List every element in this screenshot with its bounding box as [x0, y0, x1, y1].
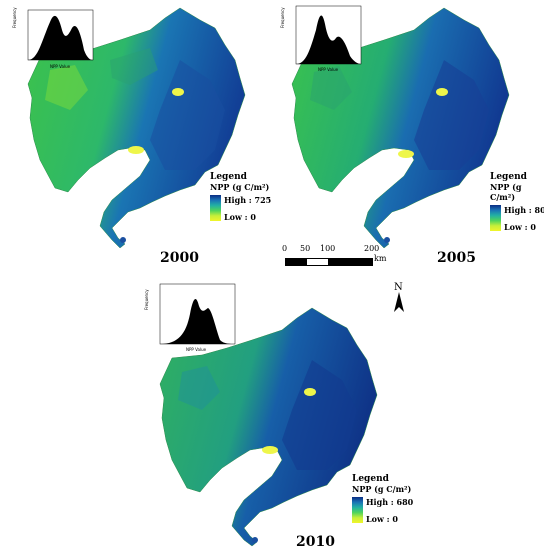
map-panel-2010: Frequency NPP Value Legend NPP (g C/m²) …	[120, 278, 420, 550]
histogram-2005	[296, 15, 361, 65]
legend-title: Legend	[490, 172, 527, 182]
histogram-xlabel: NPP Value	[318, 67, 339, 72]
legend-low: Low : 0	[224, 212, 256, 222]
legend-colorbar	[490, 205, 501, 231]
scale-bar-segments	[285, 258, 373, 266]
legend-title: Legend	[352, 474, 389, 484]
histogram-inset-2000	[27, 9, 94, 61]
legend-title: Legend	[210, 172, 247, 182]
scale-tick-100: 100	[320, 244, 336, 253]
histogram-inset-2010	[159, 283, 236, 345]
legend-low: Low : 0	[504, 222, 536, 232]
map-2000	[27, 7, 246, 249]
legend-high: High : 805	[504, 205, 544, 215]
legend-2010: Legend NPP (g C/m²) High : 680 Low : 0	[352, 474, 414, 524]
histogram-xlabel: NPP Value	[50, 64, 71, 69]
legend-unit: NPP (g C/m²)	[210, 182, 270, 192]
histogram-ylabel: Frequency	[280, 7, 285, 28]
north-arrow: N	[390, 282, 408, 316]
map-2005	[291, 5, 510, 249]
map-panel-2000: Frequency NPP Value Legend NPP (g C/m²) …	[0, 0, 272, 272]
legend-colorbar	[352, 497, 363, 523]
scale-tick-0: 0	[282, 244, 288, 253]
histogram-inset-2005	[295, 5, 362, 65]
year-label-2010: 2010	[296, 534, 335, 550]
histogram-2010	[160, 299, 235, 344]
scale-tick-50: 50	[300, 244, 311, 253]
histogram-xlabel: NPP Value	[186, 347, 207, 352]
year-label-2005: 2005	[437, 250, 476, 266]
legend-2005: Legend NPP (g C/m²) High : 805 Low : 0	[490, 172, 544, 232]
map-panel-2005: Frequency NPP Value Legend NPP (g C/m²) …	[272, 0, 544, 272]
histogram-ylabel: Frequency	[12, 7, 17, 28]
year-label-2000: 2000	[160, 250, 199, 266]
legend-low: Low : 0	[366, 514, 398, 524]
legend-high: High : 725	[224, 195, 272, 205]
map-2010	[159, 283, 378, 547]
north-label: N	[394, 282, 403, 293]
histogram-ylabel: Frequency	[144, 289, 149, 310]
scale-tick-200: 200	[364, 244, 380, 253]
scale-unit: km	[374, 254, 387, 263]
legend-high: High : 680	[366, 497, 414, 507]
north-arrow-icon	[394, 292, 404, 312]
scale-bar: 0 50 100 200 km	[282, 244, 392, 270]
legend-2000: Legend NPP (g C/m²) High : 725 Low : 0	[210, 172, 272, 222]
legend-unit: NPP (g C/m²)	[490, 182, 522, 202]
legend-unit: NPP (g C/m²)	[352, 484, 412, 494]
histogram-2000	[28, 15, 93, 60]
legend-colorbar	[210, 195, 221, 221]
